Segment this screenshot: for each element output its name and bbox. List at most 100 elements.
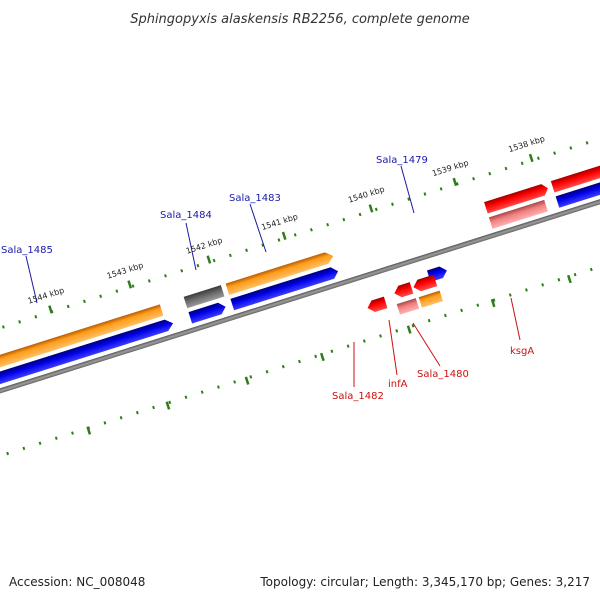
gene-feature-orange — [418, 290, 443, 308]
scale-major-tick — [165, 401, 171, 410]
scale-dot — [180, 268, 184, 273]
gene-feature-orange — [225, 252, 334, 296]
genome-strip: 1538 kbp 1539 kbp 1540 kbp 1541 kbp 1542… — [0, 134, 600, 456]
scale-dot — [83, 299, 86, 304]
scale-dot — [216, 385, 220, 389]
scale-dot — [168, 400, 172, 405]
scale-dot — [391, 202, 394, 206]
scale-dot — [374, 207, 378, 212]
gene-feature-pink — [396, 298, 420, 315]
scale-dot — [147, 279, 151, 283]
gene-label-sala-1483[interactable]: Sala_1483 — [229, 193, 281, 204]
scale-dot — [569, 146, 573, 150]
labels-top: Sala_1485 Sala_1484 Sala_1483 Sala_1479 — [1, 155, 428, 304]
scale-dot — [573, 272, 577, 277]
scale-dot — [326, 222, 330, 227]
scale-dot — [277, 238, 281, 242]
scale-dot — [460, 308, 464, 313]
scale-dot — [184, 395, 188, 400]
scale-dot — [553, 151, 557, 155]
scale-dot — [265, 369, 269, 374]
scale-dot — [310, 228, 313, 232]
scale-dot — [135, 410, 139, 415]
scale-track-bottom — [6, 267, 593, 456]
scale-major-tick — [368, 204, 374, 213]
scale-dot — [504, 166, 508, 171]
scale-dot — [525, 288, 528, 292]
scale-dot — [443, 313, 447, 318]
scale-dot — [6, 451, 10, 456]
map-title: Sphingopyxis alaskensis RB2256, complete… — [130, 12, 470, 27]
gene-feature-blue — [555, 170, 600, 208]
scale-dot — [298, 359, 301, 364]
scale-dot — [200, 390, 204, 394]
scale-dot — [439, 187, 443, 191]
gene-feature-red — [394, 282, 414, 298]
scale-dot — [362, 339, 366, 343]
scale-dot — [54, 436, 58, 440]
scale-dot — [281, 364, 285, 369]
tick-label-1541: 1541 kbp — [260, 212, 299, 232]
genome-summary-text: Topology: circular; Length: 3,345,170 bp… — [259, 575, 590, 589]
scale-dot — [342, 217, 346, 222]
leader-line — [185, 222, 197, 271]
gene-feature-red — [367, 296, 388, 312]
scale-dot — [119, 416, 123, 420]
scale-dot — [228, 253, 232, 258]
scale-dot — [520, 161, 524, 166]
genome-backbone — [0, 186, 600, 408]
gene-label-sala-1480[interactable]: Sala_1480 — [417, 369, 469, 380]
scale-dot — [293, 233, 297, 237]
scale-dot — [71, 431, 74, 435]
scale-major-tick — [127, 280, 133, 289]
scale-major-tick — [320, 352, 325, 362]
gene-label-sala-1482[interactable]: Sala_1482 — [332, 391, 384, 402]
scale-dot — [212, 258, 216, 263]
scale-dot — [537, 156, 540, 160]
gene-label-ksga[interactable]: ksgA — [510, 346, 534, 357]
scale-dot — [249, 375, 253, 379]
scale-dot — [103, 421, 107, 425]
scale-dot — [38, 441, 42, 446]
gene-label-sala-1485[interactable]: Sala_1485 — [1, 245, 53, 256]
scale-major-tick — [452, 177, 458, 187]
gene-label-sala-1484[interactable]: Sala_1484 — [160, 210, 212, 221]
labels-bottom: Sala_1482 infA Sala_1480 ksgA — [332, 297, 534, 402]
scale-dot — [233, 380, 237, 384]
gene-label-sala-1479[interactable]: Sala_1479 — [376, 155, 428, 166]
scale-major-tick — [528, 153, 534, 163]
scale-dot — [472, 176, 475, 181]
scale-dot — [476, 303, 480, 308]
scale-dot — [152, 405, 155, 410]
gene-feature-red — [413, 274, 438, 292]
leader-line — [25, 255, 38, 304]
scale-dot — [18, 320, 21, 324]
scale-dot — [407, 197, 411, 201]
scale-dot — [585, 141, 589, 145]
gene-feature-orange — [0, 304, 164, 384]
gene-feature-pink — [488, 199, 548, 229]
gene-feature-red — [550, 155, 600, 193]
leader-line — [249, 203, 267, 253]
tick-label-1540: 1540 kbp — [347, 185, 386, 205]
leader-line — [412, 322, 441, 367]
scale-dot — [196, 263, 200, 268]
scale-dot — [34, 314, 38, 319]
gene-feature-blue — [0, 319, 174, 399]
scale-dot — [379, 334, 382, 338]
gene-label-infa[interactable]: infA — [388, 379, 408, 390]
gene-feature-blue — [230, 267, 339, 311]
scale-dot — [164, 274, 167, 278]
scale-dot — [395, 329, 399, 333]
scale-dot — [541, 283, 545, 287]
scale-major-tick — [406, 325, 412, 334]
tick-label-1539: 1539 kbp — [431, 158, 470, 178]
gene-feature-blue — [188, 302, 226, 324]
scale-dot — [131, 284, 135, 288]
tick-label-1544: 1544 kbp — [27, 286, 66, 306]
leader-line — [510, 297, 521, 341]
scale-major-tick — [281, 231, 287, 240]
leader-line — [388, 319, 398, 376]
